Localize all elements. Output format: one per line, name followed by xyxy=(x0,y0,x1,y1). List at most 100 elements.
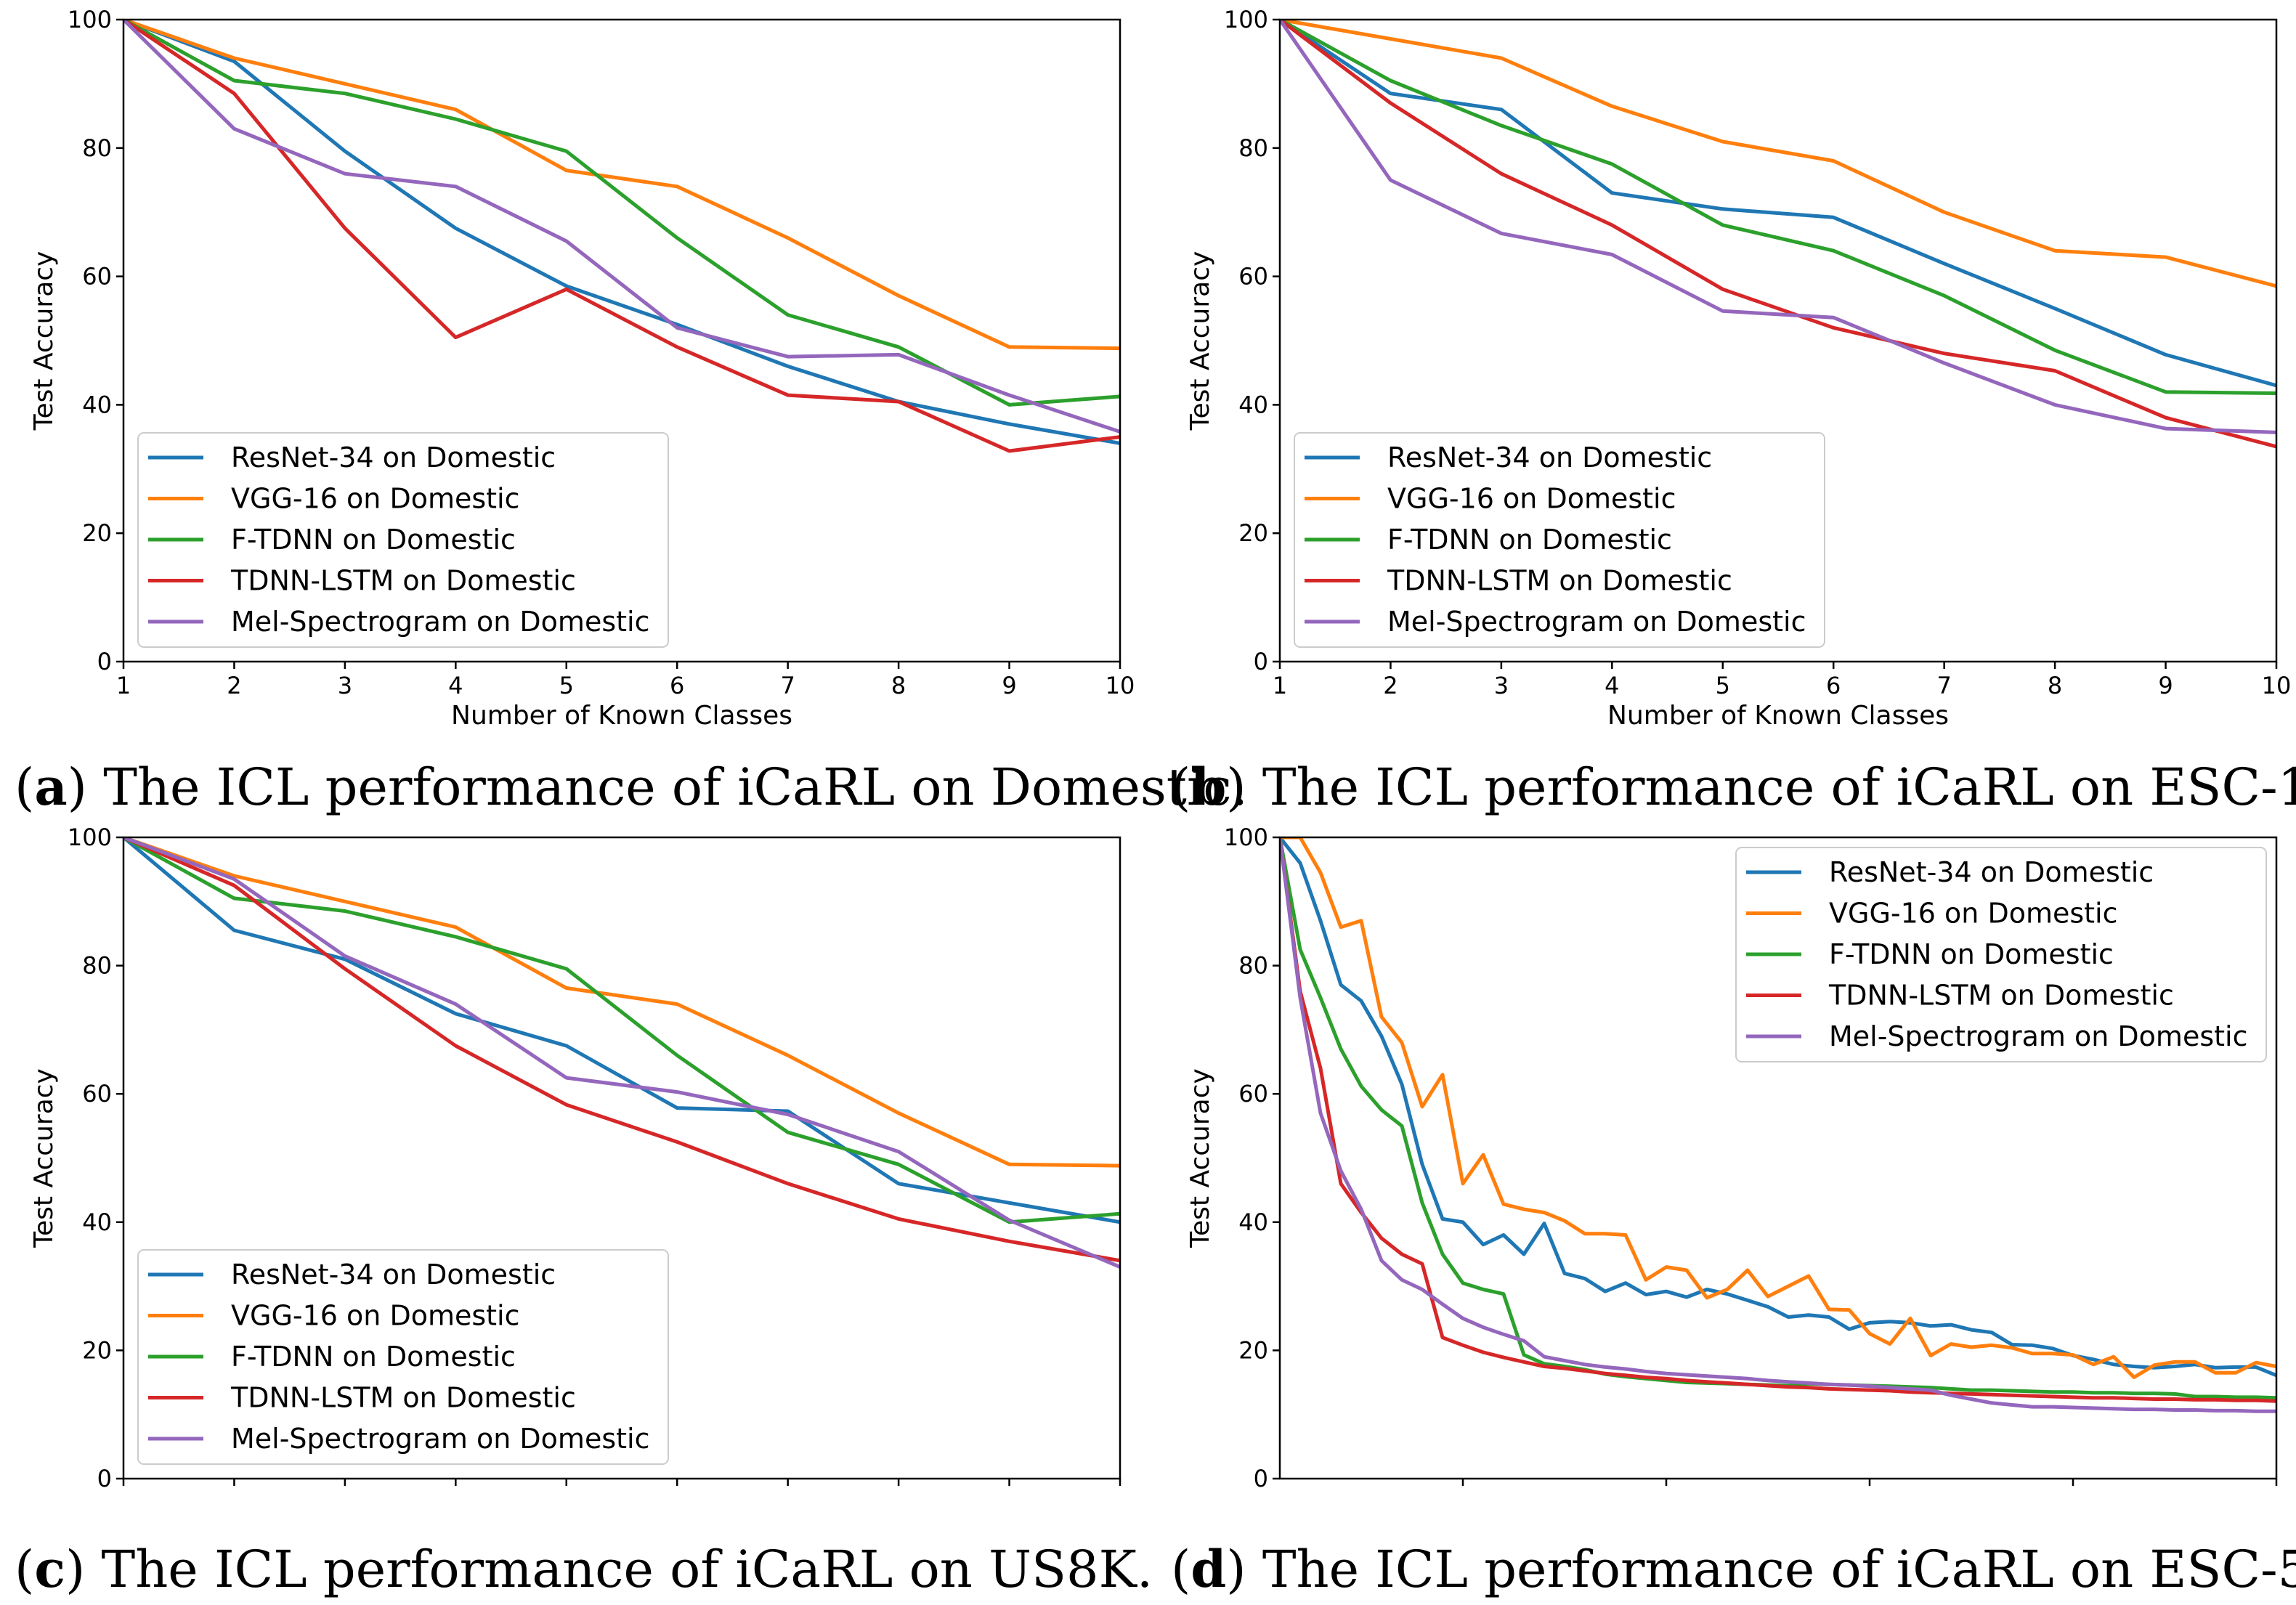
panel-d-chart: 0 20 40 60 80 100 Test Accuracy ResNet-34 on Do… xyxy=(1171,824,2296,1599)
panel-a-caption-text: The ICL performance of iCaRL on Domestic… xyxy=(103,757,1248,817)
panel-a-xtick-label: 4 xyxy=(448,672,463,699)
panel-a-caption-close-paren: ) xyxy=(68,757,104,817)
panel-d-ytick-label: 60 xyxy=(1238,1080,1268,1108)
panel-d-caption-letter: d xyxy=(1190,1539,1226,1599)
panel-b-xtick-label: 10 xyxy=(2262,672,2292,699)
panel-b-caption-close-paren: ) xyxy=(1226,757,1262,817)
panel-d-axes-frame xyxy=(1278,836,2278,1480)
panel-b-legend: ResNet-34 on Domestic VGG-16 on Domestic F… xyxy=(1294,432,1825,648)
panel-a-xtick-label: 7 xyxy=(780,672,795,699)
panel-d-ytick-label: 40 xyxy=(1238,1208,1268,1236)
panel-c-ytick-label: 20 xyxy=(82,1336,112,1364)
panel-c-ytick-label: 100 xyxy=(68,824,112,851)
panel-b-caption-open-paren: ( xyxy=(1171,757,1190,817)
panel-d-legend-entry: F-TDNN on Domestic xyxy=(1829,938,2114,970)
panel-d-legend-entry: ResNet-34 on Domestic xyxy=(1829,856,2154,888)
panel-d-ytick-label: 80 xyxy=(1238,952,1268,980)
panel-b-legend-entry: ResNet-34 on Domestic xyxy=(1387,442,1712,474)
panel-b-ytick-label: 0 xyxy=(1254,648,1268,675)
panel-b-legend-box xyxy=(1294,432,1825,648)
panel-c-series-line-resnet xyxy=(123,837,1120,1224)
panel-c-legend-entry: ResNet-34 on Domestic xyxy=(231,1259,556,1291)
panel-a-ytick-label: 100 xyxy=(68,6,112,33)
panel-b-ytick-label: 80 xyxy=(1238,134,1268,162)
panel-d-series-line-tdnnlstm xyxy=(1280,837,2276,1403)
panel-b-xtick-label: 6 xyxy=(1826,672,1841,699)
panel-c-caption-text: The ICL performance of iCaRL on US8K. xyxy=(102,1540,1153,1599)
panel-a-legend-entry: F-TDNN on Domestic xyxy=(231,524,516,556)
panel-b-series-line-resnet xyxy=(1280,20,2276,388)
panel-b-ytick-label: 40 xyxy=(1238,391,1268,418)
panel-a-caption-open-paren: ( xyxy=(15,757,34,817)
panel-c-legend: ResNet-34 on Domestic VGG-16 on Domestic F… xyxy=(137,1249,669,1465)
panel-a-xtick-label: 5 xyxy=(559,672,574,699)
panel-b-series-line-ftdnn xyxy=(1280,20,2276,395)
panel-c-ytick-label: 40 xyxy=(82,1208,112,1236)
panel-d-caption-open-paren: ( xyxy=(1171,1540,1190,1599)
panel-a-caption-letter: a xyxy=(34,757,67,817)
panel-c-legend-entry: Mel-Spectrogram on Domestic xyxy=(231,1423,649,1455)
panel-b-legend-entry: Mel-Spectrogram on Domestic xyxy=(1387,606,1806,638)
panel-d-legend-entry: VGG-16 on Domestic xyxy=(1829,898,2118,930)
panel-a-legend-entry: VGG-16 on Domestic xyxy=(231,483,520,515)
panel-c-caption-letter: c xyxy=(34,1539,65,1599)
panel-a-ytick-label: 0 xyxy=(97,648,112,675)
panel-a-x-axis-label: Number of Known Classes xyxy=(451,701,792,731)
panel-b-ytick-label: 100 xyxy=(1224,6,1268,33)
panel-d-legend-entry: Mel-Spectrogram on Domestic xyxy=(1829,1020,2247,1052)
panel-b-xtick-label: 4 xyxy=(1605,672,1619,699)
panel-c-series-line-ftdnn xyxy=(123,837,1120,1224)
panel-a-series-line-vgg xyxy=(123,20,1120,351)
panel-b-caption-letter: b xyxy=(1190,757,1226,817)
panel-a-xtick-label: 8 xyxy=(891,672,906,699)
panel-c-series-line-tdnnlstm xyxy=(123,837,1120,1263)
panel-b-xtick-label: 8 xyxy=(2048,672,2062,699)
panel-c-legend-entry: TDNN-LSTM on Domestic xyxy=(230,1382,576,1414)
panel-a-ytick-label: 40 xyxy=(82,391,112,418)
panel-a-y-axis-label: Test Accuracy xyxy=(29,251,59,431)
panel-b-axes-frame xyxy=(1278,18,2278,663)
panel-b-xtick-label: 5 xyxy=(1716,672,1730,699)
panel-d-series-line-mel xyxy=(1280,837,2276,1413)
panel-d-y-axis-label: Test Accuracy xyxy=(1185,1068,1215,1248)
panel-d-legend-box xyxy=(1735,847,2267,1062)
panel-c-ytick-label: 0 xyxy=(97,1465,112,1492)
panel-a-series-line-mel xyxy=(123,20,1120,434)
panel-d-caption-close-paren: ) xyxy=(1226,1540,1262,1599)
panel-c-ytick-label: 80 xyxy=(82,952,112,980)
panel-a-xtick-label: 10 xyxy=(1106,672,1135,699)
panel-c-caption-close-paren: ) xyxy=(65,1540,102,1599)
panel-b-xtick-label: 3 xyxy=(1494,672,1509,699)
panel-b-xtick-label: 7 xyxy=(1936,672,1951,699)
panel-b-caption-text: The ICL performance of iCaRL on ESC-10. xyxy=(1262,757,2296,817)
panel-c-chart: 0 20 40 60 80 100 Test Accuracy ResNet-34 on Do… xyxy=(15,824,1153,1599)
panel-b-xtick-label: 1 xyxy=(1273,672,1287,699)
panel-b-series-line-mel xyxy=(1280,20,2276,434)
panel-a-xtick-label: 3 xyxy=(338,672,352,699)
panel-c-legend-box xyxy=(137,1249,669,1465)
panel-c-axes-frame xyxy=(122,836,1121,1480)
panel-a-ytick-label: 80 xyxy=(82,134,112,162)
panel-c-legend-entry: VGG-16 on Domestic xyxy=(231,1300,520,1332)
panel-b-caption: (b) The ICL performance of iCaRL on ESC-… xyxy=(1171,757,2296,817)
panel-a-ytick-label: 20 xyxy=(82,519,112,547)
panel-b-xtick-label: 2 xyxy=(1383,672,1398,699)
panel-c-series-line-mel xyxy=(123,837,1120,1269)
panel-b-ytick-label: 60 xyxy=(1238,263,1268,290)
panel-a-ytick-label: 60 xyxy=(82,263,112,290)
panel-c-series-line-vgg xyxy=(123,837,1120,1168)
panel-d-series-line-resnet xyxy=(1280,837,2276,1378)
panel-a-xtick-label: 6 xyxy=(670,672,684,699)
panel-b-legend-entry: VGG-16 on Domestic xyxy=(1387,483,1676,515)
panel-d-legend-entry: TDNN-LSTM on Domestic xyxy=(1828,980,2174,1012)
panel-b-xtick-label: 9 xyxy=(2158,672,2173,699)
panel-a-legend-entry: ResNet-34 on Domestic xyxy=(231,442,556,474)
panel-d-ytick-label: 100 xyxy=(1224,824,1268,851)
panel-b-x-axis-label: Number of Known Classes xyxy=(1607,701,1949,731)
panel-a-legend-entry: Mel-Spectrogram on Domestic xyxy=(231,606,649,638)
panel-b-y-axis-label: Test Accuracy xyxy=(1185,251,1215,431)
panel-b-ytick-label: 20 xyxy=(1238,519,1268,547)
panel-a-legend: ResNet-34 on Domestic VGG-16 on Domestic F… xyxy=(137,432,669,648)
panel-b-chart: 0 20 40 60 80 100 1 2 3 4 5 6 7 8 9 10 Number of Known C… xyxy=(1171,6,2296,817)
panel-d-legend: ResNet-34 on Domestic VGG-16 on Domestic F… xyxy=(1735,847,2267,1062)
